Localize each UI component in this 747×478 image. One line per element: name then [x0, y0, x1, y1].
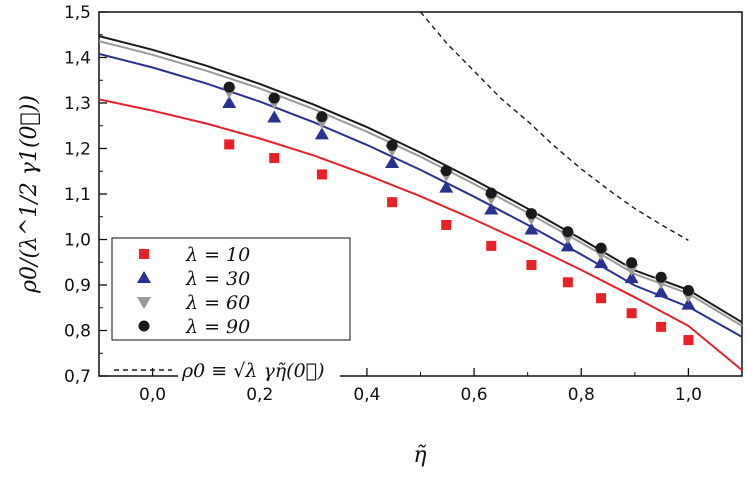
- data-point-series-1: [486, 240, 497, 251]
- data-point-series-4: [595, 242, 607, 254]
- data-point-series-2: [681, 297, 696, 310]
- data-point-series-1: [316, 169, 327, 180]
- x-tick-label: 0,0: [139, 385, 166, 405]
- data-point-series-2: [222, 96, 237, 108]
- y-axis: 0,7 0,8 0,9 1,0 1,1 1,2 1,3 1,4 1,5: [64, 3, 107, 387]
- legend-items: λ = 10λ = 30λ = 60λ = 90: [137, 244, 250, 338]
- x-axis: 0,0 0,2 0,4 0,6 0,8 1,0: [98, 368, 743, 405]
- reference-curve: [419, 11, 689, 242]
- data-point-series-2: [654, 285, 669, 298]
- data-point-series-2: [524, 222, 539, 235]
- legend-marker-3: [137, 297, 151, 309]
- x-tick-label: 0,2: [246, 385, 273, 405]
- data-point-series-1: [387, 197, 398, 208]
- data-point-series-4: [682, 284, 694, 296]
- y-tick-label: 1,3: [64, 94, 91, 114]
- legend-label-3: λ = 60: [185, 292, 250, 314]
- x-tick-label: 0,4: [353, 385, 380, 405]
- legend-marker-2: [137, 271, 151, 283]
- fit-line-3: [98, 40, 743, 327]
- legend: λ = 10λ = 30λ = 60λ = 90: [111, 237, 351, 341]
- data-point-series-4: [268, 92, 280, 104]
- legend-reference-entry: ρ0 ≡ √λ γη̃(0⃗): [114, 349, 340, 383]
- data-point-series-2: [560, 239, 575, 252]
- legend-reference-label: ρ0 ≡ √λ γη̃(0⃗): [181, 360, 325, 382]
- data-point-series-1: [626, 308, 637, 319]
- data-point-series-1: [596, 293, 607, 304]
- data-point-series-1: [441, 219, 452, 230]
- legend-reference-bg: [178, 349, 340, 383]
- svg-text:ρ0/(λ^1/2 γ1(0⃗)): ρ0/(λ^1/2 γ1(0⃗)): [17, 95, 42, 294]
- fit-line-1: [98, 98, 743, 371]
- data-point-series-2: [484, 202, 499, 215]
- data-point-series-2: [314, 127, 329, 140]
- y-axis-label: ρ0/(λ^1/2 γ1(0⃗)): [17, 95, 42, 294]
- x-tick-label: 0,8: [568, 385, 595, 405]
- legend-box: [111, 237, 351, 341]
- legend-marker-4: [138, 320, 150, 332]
- data-point-series-2: [624, 271, 639, 284]
- data-point-series-1: [656, 321, 667, 332]
- y-tick-label: 0,7: [64, 367, 91, 387]
- data-point-series-1: [224, 139, 235, 150]
- legend-marker-1: [139, 249, 149, 259]
- data-markers: [222, 81, 696, 346]
- data-point-series-2: [385, 156, 400, 169]
- data-point-series-4: [440, 165, 452, 177]
- y-tick-label: 1,5: [64, 3, 91, 23]
- data-point-series-1: [683, 335, 694, 346]
- y-tick-label: 0,8: [64, 322, 91, 342]
- y-tick-label: 1,2: [64, 140, 91, 160]
- data-point-series-2: [439, 180, 454, 193]
- data-point-series-4: [562, 226, 574, 238]
- y-tick-label: 1,4: [64, 49, 91, 69]
- reference-curve-layer: [419, 11, 689, 242]
- legend-label-1: λ = 10: [185, 244, 250, 266]
- data-point-series-4: [223, 81, 235, 93]
- data-point-series-4: [485, 187, 497, 199]
- legend-label-2: λ = 30: [185, 268, 250, 290]
- fit-line-2: [98, 52, 743, 338]
- data-point-series-4: [316, 111, 328, 123]
- data-point-series-1: [562, 277, 573, 288]
- data-point-series-4: [655, 271, 667, 283]
- x-axis-label: η̃: [413, 443, 426, 468]
- data-point-series-3: [624, 264, 639, 277]
- data-point-series-1: [269, 153, 280, 164]
- legend-label-4: λ = 90: [185, 316, 250, 338]
- x-tick-label: 1,0: [675, 385, 702, 405]
- data-point-series-2: [267, 110, 282, 123]
- data-point-series-4: [386, 139, 398, 151]
- y-tick-label: 1,1: [64, 185, 91, 205]
- y-tick-label: 1,0: [64, 231, 91, 251]
- data-point-series-4: [525, 208, 537, 220]
- data-point-series-1: [526, 259, 537, 270]
- data-point-series-2: [594, 256, 609, 269]
- data-point-series-4: [626, 257, 638, 269]
- x-tick-label: 0,6: [461, 385, 488, 405]
- y-tick-label: 0,9: [64, 276, 91, 296]
